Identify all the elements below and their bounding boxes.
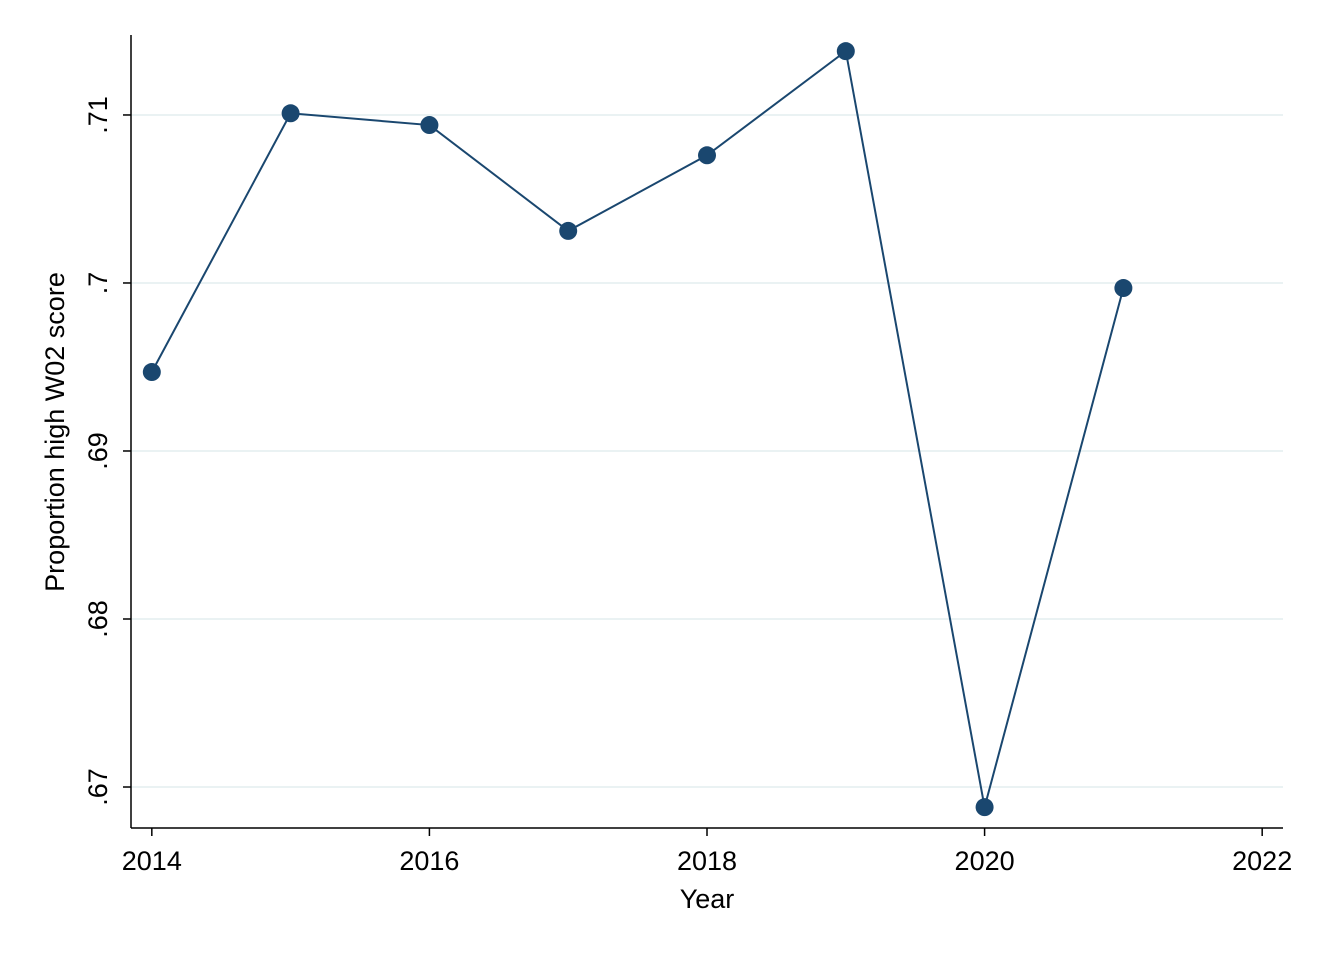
data-point	[142, 363, 161, 382]
data-point	[698, 146, 716, 165]
data-point	[281, 104, 300, 123]
x-tick-label: 2016	[399, 846, 459, 876]
data-line	[150, 49, 1125, 808]
data-point	[1114, 279, 1133, 298]
y-tick-label: .69	[83, 432, 113, 470]
x-tick-label: 2020	[955, 846, 1015, 876]
x-tick-label: 2022	[1232, 846, 1292, 876]
x-axis-title: Year	[680, 884, 735, 914]
data-point	[559, 221, 578, 240]
y-tick-label: .7	[83, 272, 113, 295]
y-axis-title: Proportion high W02 score	[40, 272, 70, 592]
data-point	[975, 798, 994, 817]
x-tick-label: 2014	[122, 846, 182, 876]
data-point	[420, 116, 439, 135]
data-point	[836, 42, 855, 61]
y-tick-label: .67	[83, 768, 113, 806]
y-tick-label: .71	[83, 96, 113, 134]
x-tick-label: 2018	[677, 846, 737, 876]
y-tick-label: .68	[83, 600, 113, 638]
